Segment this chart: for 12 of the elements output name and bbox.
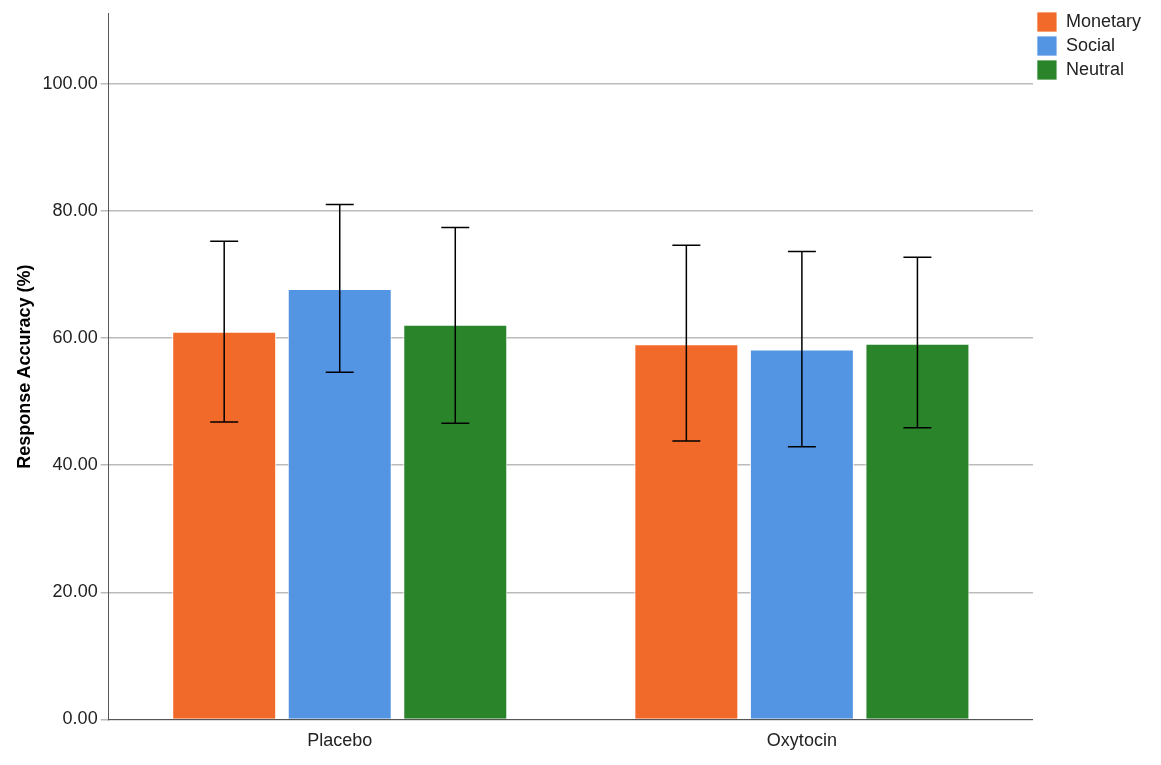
y-tick-label: 20.00 (52, 581, 98, 602)
y-tick-label: 0.00 (62, 708, 98, 729)
y-axis-title: Response Accuracy (%) (13, 264, 34, 469)
y-tick-label: 40.00 (52, 454, 98, 475)
legend-label: Neutral (1065, 58, 1124, 79)
legend-label: Social (1065, 34, 1115, 55)
y-tick-label: 100.00 (42, 72, 98, 93)
x-tick-label: Placebo (307, 730, 373, 751)
y-tick-label: 60.00 (52, 326, 98, 347)
x-tick-label: Oxytocin (766, 730, 837, 751)
y-tick-label: 80.00 (52, 199, 98, 220)
legend-label: Monetary (1065, 10, 1142, 31)
